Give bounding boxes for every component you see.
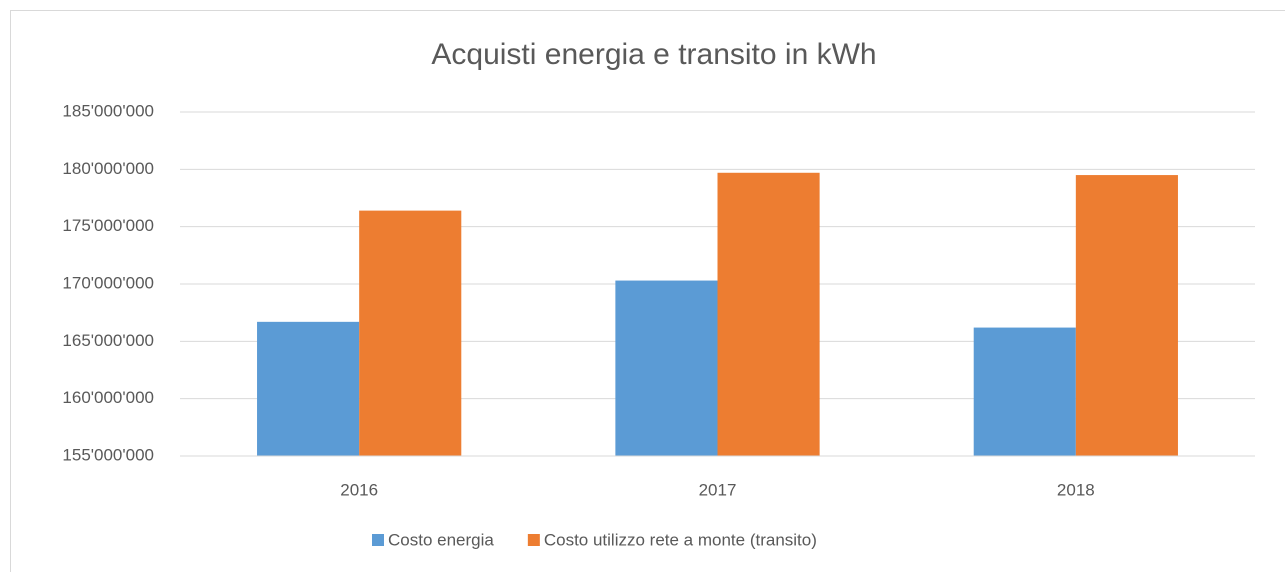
bar (1075, 175, 1178, 457)
bar (257, 321, 360, 456)
x-tick-label: 2016 (340, 480, 378, 499)
bar (615, 280, 718, 456)
legend-label: Costo energia (388, 530, 494, 549)
y-tick-label: 155'000'000 (62, 445, 154, 464)
legend-label: Costo utilizzo rete a monte (transito) (544, 530, 817, 549)
bar (359, 210, 462, 456)
chart-title: Acquisti energia e transito in kWh (431, 38, 876, 71)
bar (717, 172, 820, 457)
y-tick-label: 185'000'000 (62, 101, 154, 120)
y-tick-label: 180'000'000 (62, 159, 154, 178)
y-tick-label: 175'000'000 (62, 216, 154, 235)
y-tick-label: 160'000'000 (62, 388, 154, 407)
x-tick-label: 2018 (1057, 480, 1095, 499)
y-tick-label: 165'000'000 (62, 331, 154, 350)
legend-swatch (372, 534, 384, 546)
bar (973, 327, 1076, 456)
y-tick-label: 170'000'000 (62, 273, 154, 292)
legend-swatch (527, 534, 540, 546)
x-tick-label: 2017 (699, 480, 737, 499)
